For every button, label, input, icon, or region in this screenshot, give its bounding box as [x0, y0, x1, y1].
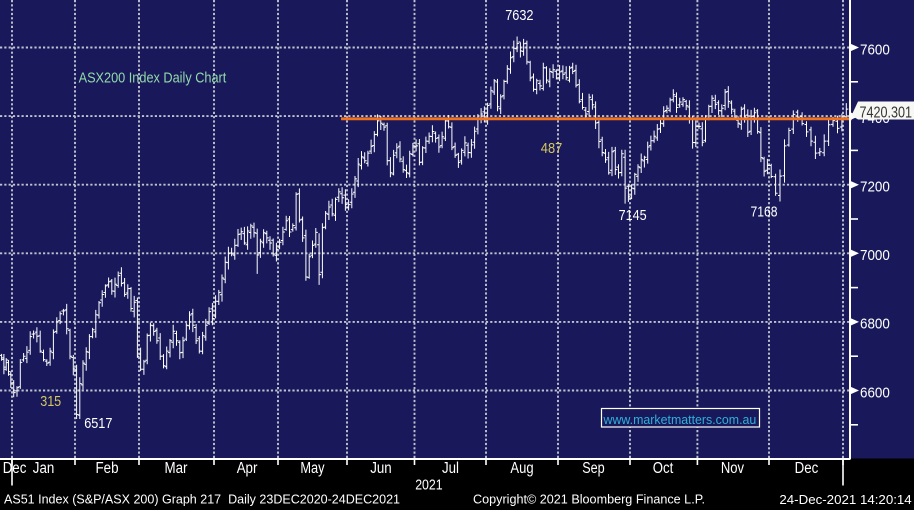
svg-text:Feb: Feb [96, 460, 119, 477]
svg-text:AS51 Index (S&P/ASX 200) Graph: AS51 Index (S&P/ASX 200) Graph 217 Daily… [4, 492, 400, 507]
svg-text:6800: 6800 [860, 316, 890, 333]
svg-text:24-Dec-2021 14:20:14: 24-Dec-2021 14:20:14 [779, 492, 911, 507]
svg-text:Copyright© 2021 Bloomberg Fina: Copyright© 2021 Bloomberg Finance L.P. [473, 492, 705, 507]
svg-text:7145: 7145 [619, 207, 647, 224]
svg-text:7632: 7632 [505, 7, 533, 24]
svg-text:Nov: Nov [721, 460, 744, 477]
svg-text:7168: 7168 [751, 203, 778, 220]
svg-text:Aug: Aug [510, 460, 533, 477]
svg-text:Jul: Jul [442, 460, 459, 477]
svg-text:6517: 6517 [84, 415, 112, 432]
svg-text:Sep: Sep [582, 460, 605, 477]
svg-text:Jan: Jan [33, 460, 55, 477]
svg-text:7200: 7200 [860, 179, 890, 196]
svg-text:May: May [300, 460, 324, 477]
svg-text:7420.301: 7420.301 [860, 104, 913, 121]
svg-text:6600: 6600 [860, 384, 890, 401]
svg-text:ASX200 Index Daily Chart: ASX200 Index Daily Chart [79, 70, 227, 86]
svg-text:Dec: Dec [795, 460, 819, 477]
svg-text:7000: 7000 [860, 247, 890, 264]
svg-text:Dec: Dec [3, 460, 27, 477]
svg-text:2021: 2021 [415, 478, 443, 494]
svg-text:Apr: Apr [237, 460, 258, 477]
svg-text:Mar: Mar [165, 460, 188, 477]
svg-text:487: 487 [541, 140, 563, 157]
svg-text:315: 315 [40, 393, 61, 410]
svg-text:7600: 7600 [860, 41, 890, 58]
svg-text:Oct: Oct [653, 460, 674, 477]
svg-text:www.marketmatters.com.au: www.marketmatters.com.au [603, 413, 757, 427]
svg-text:Jun: Jun [370, 460, 392, 477]
